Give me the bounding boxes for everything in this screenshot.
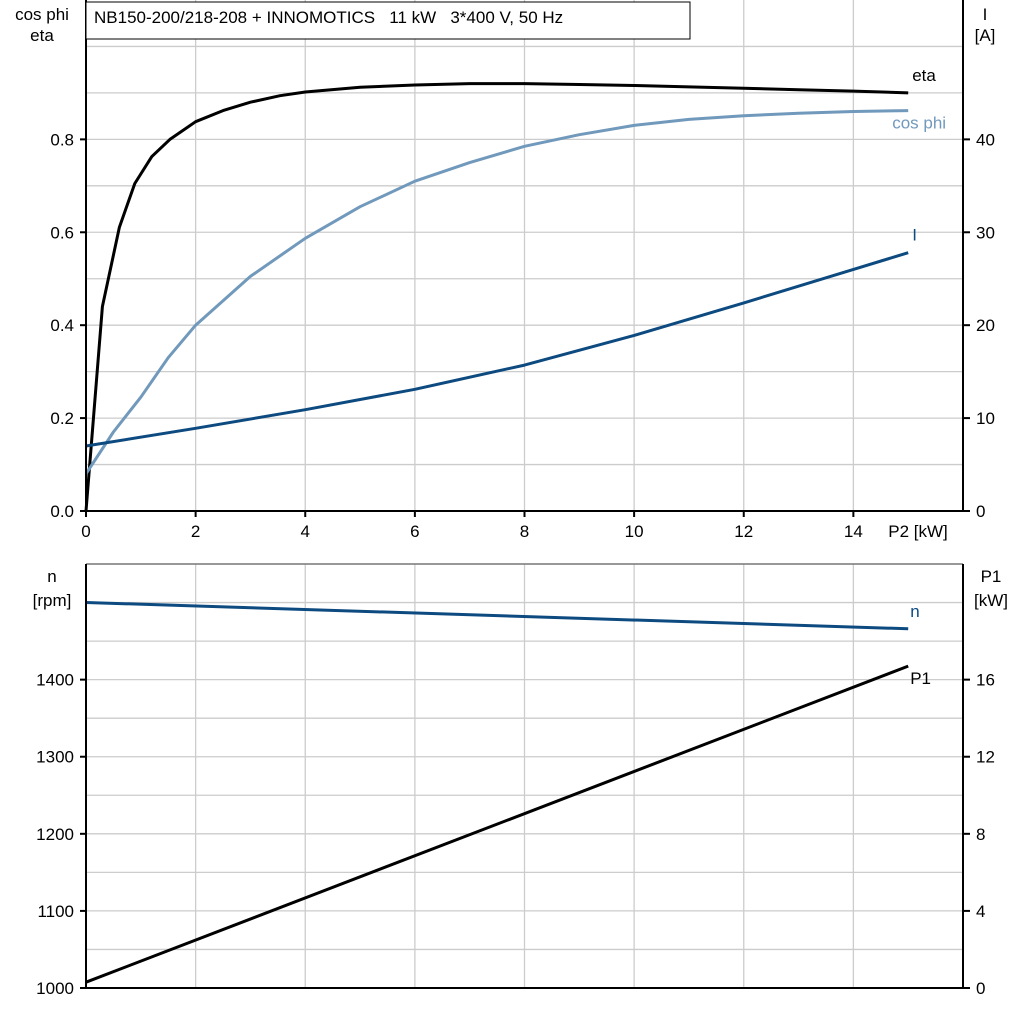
series-label: cos phi (892, 114, 946, 133)
bottom-grid (86, 563, 963, 988)
x-tick-label: 14 (844, 522, 863, 541)
y-tick-label-right: 40 (976, 130, 995, 149)
series-line-p1 (85, 664, 909, 984)
y-tick-label-right: 0 (976, 502, 985, 521)
x-tick-label: 4 (301, 522, 310, 541)
x-tick-label: 10 (625, 522, 644, 541)
y-tick-label-left: 1300 (36, 748, 74, 767)
bottom-left-axis-label-2: [rpm] (33, 591, 72, 610)
series-line-cos-phi (84, 109, 909, 475)
x-tick-label: 8 (520, 522, 529, 541)
bottom-left-axis-label-1: n (47, 567, 56, 586)
series-lines: eta cos phi In P1 (84, 66, 946, 984)
series-label: n (910, 602, 919, 621)
y-tick-label-right: 10 (976, 409, 995, 428)
y-tick-label-left: 1100 (37, 902, 74, 921)
x-tick-label: 6 (410, 522, 419, 541)
top-left-axis-label-2: eta (30, 26, 54, 45)
top-grid (86, 0, 963, 511)
series-label: I (912, 226, 917, 245)
y-tick-label-right: 8 (976, 825, 985, 844)
series-line-i (85, 251, 909, 448)
top-right-axis-label-1: I (983, 5, 988, 24)
series-label: P1 (910, 669, 931, 688)
y-tick-label-left: 1000 (36, 979, 74, 998)
series-line-n (85, 601, 909, 631)
y-tick-label-right: 20 (976, 316, 995, 335)
y-tick-label-left: 1200 (36, 825, 74, 844)
y-tick-label-right: 4 (976, 902, 985, 921)
y-tick-label-left: 0.8 (50, 130, 74, 149)
y-tick-label-left: 0.6 (50, 223, 74, 242)
x-axis-label: P2 [kW] (888, 522, 948, 541)
y-tick-label-left: 0.4 (50, 316, 74, 335)
x-tick-label: 12 (734, 522, 753, 541)
y-tick-label-left: 1400 (36, 671, 74, 690)
y-tick-label-right: 30 (976, 223, 995, 242)
y-tick-label-right: 16 (976, 671, 995, 690)
title-box (85, 1, 691, 40)
y-tick-label-right: 12 (976, 748, 995, 767)
top-left-axis-label-1: cos phi (15, 5, 69, 24)
y-tick-label-left: 0.2 (50, 409, 74, 428)
bottom-right-axis-label-1: P1 (981, 567, 1002, 586)
x-tick-label: 0 (81, 522, 90, 541)
series-label: eta (912, 66, 936, 85)
x-tick-label: 2 (191, 522, 200, 541)
top-right-axis-label-2: [A] (975, 26, 996, 45)
chart-title: NB150-200/218-208 + INNOMOTICS 11 kW 3*4… (94, 8, 563, 27)
y-tick-label-right: 0 (976, 979, 985, 998)
series-line-eta (84, 82, 909, 512)
bottom-right-axis-label-2: [kW] (974, 591, 1008, 610)
y-tick-label-left: 0.0 (50, 502, 74, 521)
